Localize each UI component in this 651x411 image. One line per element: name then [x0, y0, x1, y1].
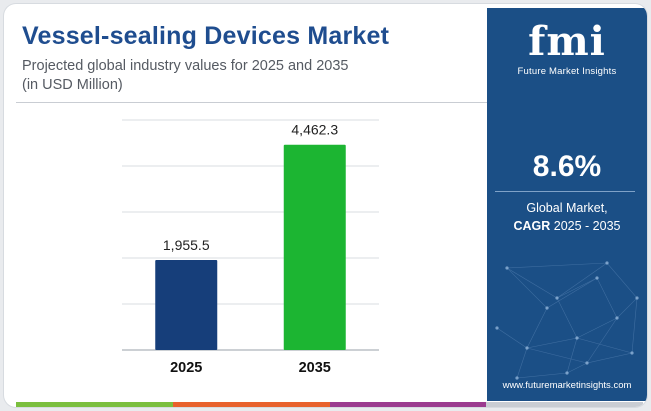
cagr-value: 8.6% — [532, 150, 602, 183]
website-link[interactable]: www.futuremarketinsights.com — [502, 380, 632, 391]
network-pattern — [495, 261, 639, 380]
sidebar-panel: fmi Future Market Insights 8.6% Global M… — [487, 8, 647, 401]
chart-subtitle: Projected global industry values for 202… — [22, 57, 348, 95]
cagr-label-line-2: CAGR 2025 - 2035 — [487, 219, 647, 233]
x-tick-label-2035: 2035 — [299, 360, 331, 376]
data-label-2035: 4,462.3 — [291, 122, 338, 138]
cagr-label-line-1: Global Market, — [526, 201, 608, 215]
x-tick-label-2025: 2025 — [170, 360, 202, 376]
logo-text: fmi — [528, 18, 606, 65]
data-label-2025: 1,955.5 — [163, 237, 210, 253]
footer-bar-segment — [329, 402, 487, 407]
footer-bar-segment — [16, 402, 173, 407]
footer-color-bar — [16, 402, 643, 407]
chart-title: Vessel-sealing Devices Market — [22, 22, 390, 50]
fmi-logo: fmi Future Market Insights — [487, 18, 647, 78]
footer-bar-segment — [486, 402, 643, 407]
bar-chart: 1,955.5 2025 4,462.3 2035 — [122, 119, 379, 376]
logo-subtitle: Future Market Insights — [517, 66, 617, 77]
infographic-card: Vessel-sealing Devices Market Projected … — [4, 4, 647, 407]
cagr-divider — [495, 191, 635, 192]
footer-bar-segment — [172, 402, 330, 407]
header-divider — [16, 102, 488, 103]
cagr-label-period: 2025 - 2035 — [550, 219, 621, 233]
subtitle-line-2: (in USD Million) — [22, 77, 123, 93]
cagr-label-bold: CAGR — [513, 219, 551, 233]
subtitle-line-1: Projected global industry values for 202… — [22, 58, 349, 74]
bar-2035 — [283, 144, 346, 350]
bar-2025 — [155, 260, 218, 350]
